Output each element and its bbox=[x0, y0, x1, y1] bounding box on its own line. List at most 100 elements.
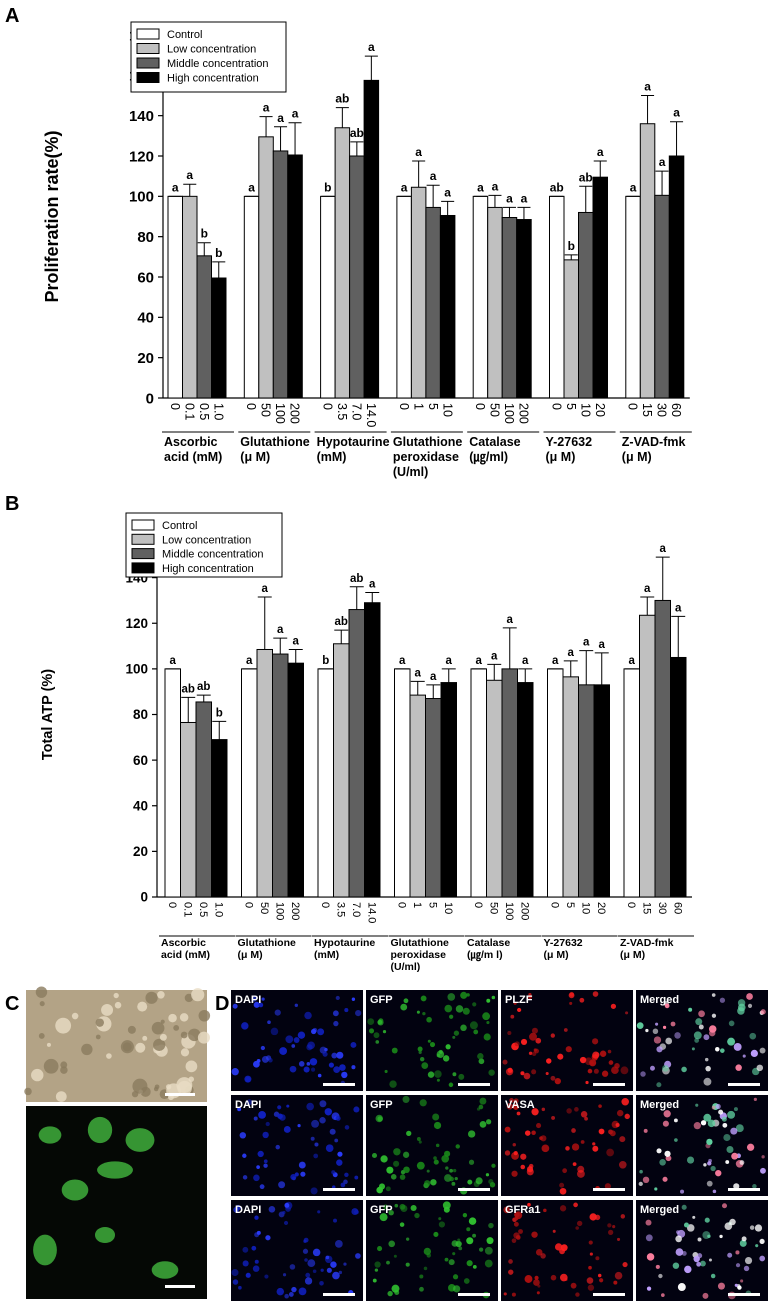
cell bbox=[675, 1235, 682, 1243]
cell bbox=[151, 1021, 165, 1035]
cell bbox=[306, 1044, 313, 1051]
cell bbox=[624, 1113, 630, 1120]
significance-letter: a bbox=[170, 655, 177, 667]
cell bbox=[467, 1179, 473, 1185]
cell bbox=[467, 1130, 476, 1138]
cell bbox=[333, 1020, 339, 1027]
cell bbox=[319, 1280, 324, 1286]
micrograph bbox=[366, 1095, 498, 1196]
cell bbox=[728, 1020, 735, 1027]
cell bbox=[759, 1238, 765, 1245]
x-tick-label: 7.0 bbox=[349, 403, 363, 420]
cell bbox=[700, 1260, 706, 1267]
cell bbox=[385, 1186, 391, 1192]
cell bbox=[324, 1108, 333, 1116]
cell bbox=[332, 1271, 340, 1280]
cell bbox=[239, 1132, 247, 1139]
cell bbox=[314, 1142, 319, 1147]
cell bbox=[747, 1003, 753, 1008]
legend-label: Middle concentration bbox=[167, 58, 269, 70]
cell bbox=[507, 1031, 512, 1036]
cell bbox=[419, 1099, 427, 1107]
cell bbox=[350, 1041, 357, 1048]
significance-letter: ab bbox=[335, 616, 348, 628]
significance-letter: a bbox=[630, 180, 637, 194]
cell bbox=[95, 1018, 104, 1027]
bar bbox=[256, 648, 273, 898]
cell bbox=[733, 1183, 740, 1190]
cell bbox=[260, 1045, 266, 1051]
significance-letter: ab bbox=[350, 573, 363, 585]
cell bbox=[739, 1160, 745, 1165]
cell bbox=[479, 1247, 484, 1252]
significance-letter: a bbox=[506, 191, 513, 205]
cell bbox=[516, 1111, 521, 1116]
cell bbox=[393, 1254, 397, 1258]
x-tick-label: 10 bbox=[579, 902, 591, 914]
cell bbox=[511, 1170, 518, 1177]
y-tick-label: 40 bbox=[133, 798, 148, 813]
cell bbox=[453, 1285, 461, 1293]
cell bbox=[445, 1166, 449, 1170]
cell bbox=[592, 1142, 596, 1146]
cell bbox=[535, 1037, 542, 1044]
cell bbox=[479, 1097, 487, 1105]
cell bbox=[729, 1218, 736, 1226]
cell bbox=[469, 1021, 478, 1030]
bar bbox=[425, 698, 442, 898]
group-label: (㎍/m l) bbox=[467, 949, 503, 961]
cell bbox=[390, 1174, 397, 1180]
cell bbox=[528, 995, 532, 999]
cell bbox=[442, 1055, 450, 1062]
cell bbox=[416, 1161, 425, 1170]
error-bar bbox=[579, 185, 593, 213]
channel-label: PLZF bbox=[505, 994, 533, 1006]
cell bbox=[424, 1180, 431, 1187]
cell bbox=[726, 1145, 734, 1154]
cell bbox=[639, 1169, 643, 1174]
cell bbox=[81, 1043, 93, 1056]
significance-letter: a bbox=[491, 650, 498, 662]
cell bbox=[588, 1240, 593, 1245]
channel-label: GFP bbox=[370, 1204, 393, 1216]
bar bbox=[668, 155, 685, 399]
cell bbox=[268, 1205, 276, 1213]
cell bbox=[419, 1056, 425, 1062]
cell bbox=[307, 1259, 316, 1268]
cell bbox=[333, 1066, 341, 1074]
cell bbox=[285, 1035, 294, 1044]
x-tick-label: 7.0 bbox=[350, 902, 362, 917]
significance-letter: a bbox=[522, 655, 529, 667]
channel-label: Merged bbox=[640, 1099, 679, 1111]
cell bbox=[655, 1022, 659, 1026]
cell bbox=[24, 1087, 32, 1096]
cell bbox=[746, 1143, 755, 1151]
cell bbox=[291, 1286, 297, 1293]
cell bbox=[331, 1170, 336, 1175]
cell bbox=[656, 1046, 663, 1053]
cell bbox=[721, 1116, 727, 1122]
cell bbox=[615, 1122, 620, 1128]
cell bbox=[503, 1206, 511, 1214]
bar bbox=[241, 668, 258, 898]
cell bbox=[531, 1051, 537, 1056]
cell bbox=[336, 1159, 343, 1166]
cell bbox=[719, 997, 726, 1003]
cell bbox=[191, 988, 205, 1002]
x-tick-label: 0.1 bbox=[181, 902, 193, 917]
cell bbox=[735, 1263, 741, 1268]
y-tick-label: 0 bbox=[140, 890, 148, 905]
y-tick-label: 80 bbox=[133, 707, 148, 722]
legend-label: Control bbox=[162, 520, 197, 532]
cell bbox=[253, 1116, 258, 1121]
x-tick-label: 10 bbox=[442, 902, 454, 914]
cell bbox=[536, 1291, 540, 1295]
bar bbox=[196, 255, 212, 399]
cell bbox=[571, 1143, 580, 1151]
cell bbox=[711, 1013, 717, 1018]
cell bbox=[303, 1237, 309, 1243]
group-label: Catalase bbox=[467, 937, 510, 949]
significance-letter: a bbox=[492, 179, 499, 193]
x-tick-label: 60 bbox=[671, 902, 683, 914]
cell bbox=[502, 1059, 508, 1065]
